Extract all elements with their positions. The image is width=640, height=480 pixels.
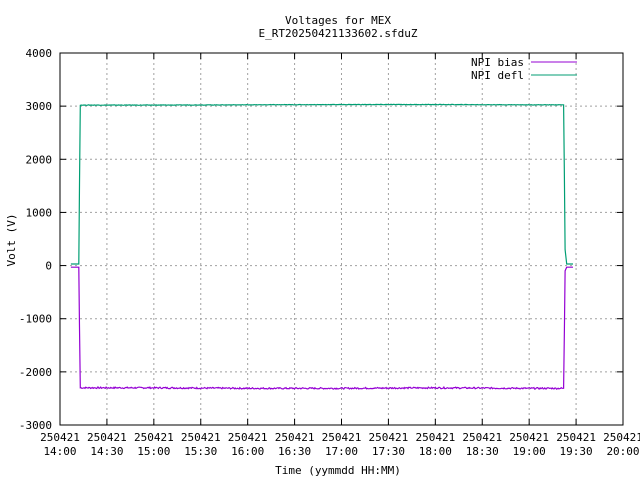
x-tick-time: 15:00 [137,445,170,458]
x-tick-time: 20:00 [606,445,639,458]
x-tick-time: 18:00 [419,445,452,458]
x-tick-date: 250421 [181,431,221,444]
x-tick-time: 14:30 [90,445,123,458]
x-tick-time: 16:00 [231,445,264,458]
x-tick-date: 250421 [322,431,362,444]
x-tick-date: 250421 [369,431,409,444]
x-tick-date: 250421 [228,431,268,444]
legend-label-npi-defl: NPI defl [471,69,524,82]
x-tick-date: 250421 [556,431,596,444]
y-tick-label: 2000 [26,153,53,166]
series-lines [70,103,573,390]
y-tick-label: -3000 [19,419,52,432]
x-tick-time: 17:30 [372,445,405,458]
y-tick-labels: -3000 -2000 -1000 0 1000 2000 3000 4000 [19,47,52,432]
x-tick-time: 15:30 [184,445,217,458]
x-tick-time: 19:00 [513,445,546,458]
x-tick-time: 16:30 [278,445,311,458]
y-axis-label: Volt (V) [5,214,18,267]
x-tick-date: 250421 [87,431,127,444]
y-tick-label: -1000 [19,313,52,326]
legend: NPI bias NPI defl [471,56,577,82]
chart-title: Voltages for MEX [285,14,391,27]
x-tick-time: 14:00 [43,445,76,458]
series-line-npi-bias [70,266,573,390]
x-tick-date: 250421 [134,431,174,444]
x-tick-date: 250421 [275,431,315,444]
series-line-npi-defl [70,103,573,265]
x-tick-date: 250421 [40,431,80,444]
x-tick-labels: 25042114:0025042114:3025042115:002504211… [40,431,640,458]
x-tick-date: 250421 [509,431,549,444]
x-tick-time: 17:00 [325,445,358,458]
y-tick-label: -2000 [19,366,52,379]
x-tick-time: 18:30 [466,445,499,458]
x-tick-date: 250421 [415,431,455,444]
y-tick-label: 1000 [26,206,53,219]
x-tick-time: 19:30 [560,445,593,458]
plot-frame [59,52,624,426]
chart-subtitle: E_RT20250421133602.sfduZ [259,27,418,40]
x-tick-date: 250421 [462,431,502,444]
legend-label-npi-bias: NPI bias [471,56,524,69]
y-tick-label: 4000 [26,47,53,60]
x-axis-label: Time (yymmdd HH:MM) [275,464,401,477]
x-tick-date: 250421 [603,431,640,444]
y-tick-label: 3000 [26,100,53,113]
grid-lines [60,53,623,425]
y-tick-label: 0 [45,260,52,273]
